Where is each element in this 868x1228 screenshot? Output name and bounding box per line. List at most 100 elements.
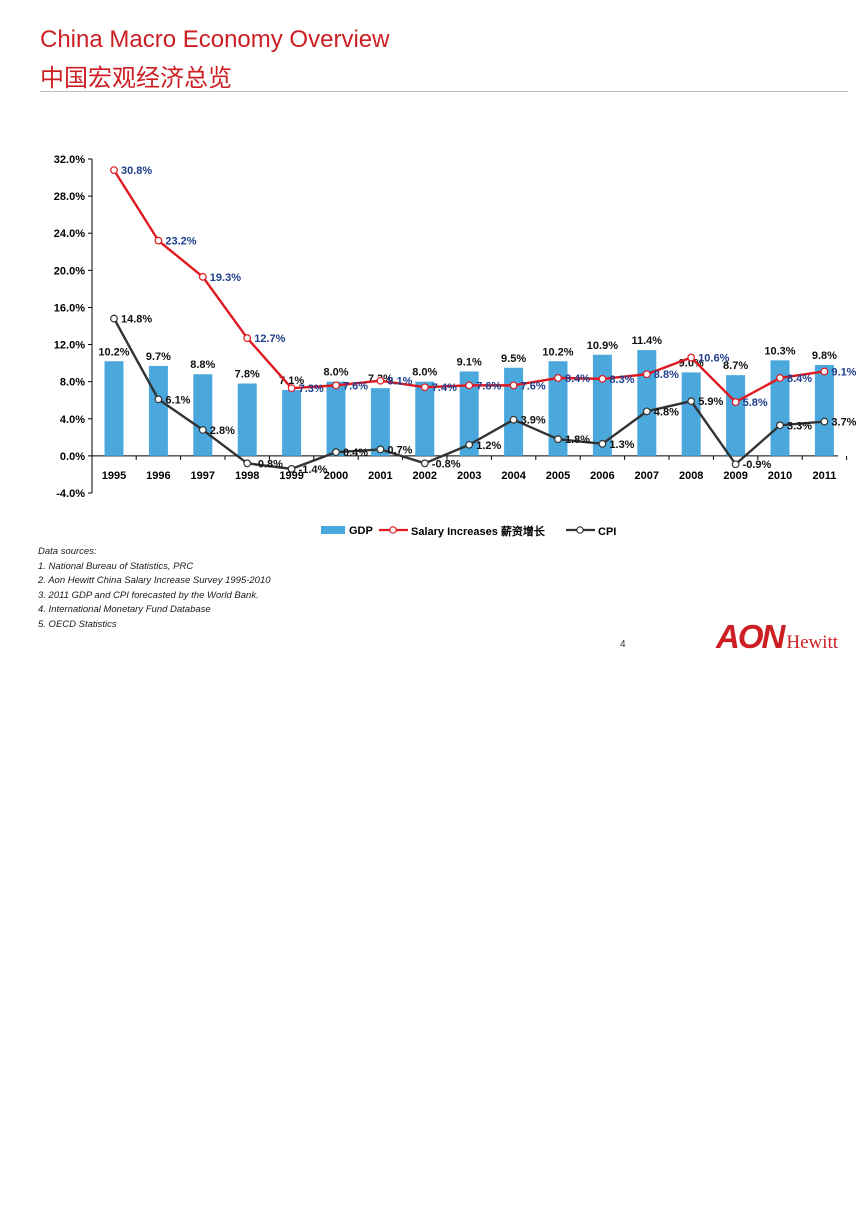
source-item: 5. OECD Statistics bbox=[38, 618, 117, 630]
salary-data-label: 8.3% bbox=[609, 374, 634, 386]
x-tick-label: 1998 bbox=[235, 470, 259, 482]
x-tick-label: 2007 bbox=[635, 470, 659, 482]
page-subtitle: 中国宏观经济总览 bbox=[40, 64, 232, 92]
cpi-data-label: -0.9% bbox=[743, 459, 772, 471]
cpi-point bbox=[465, 440, 474, 449]
gdp-bar bbox=[415, 381, 435, 456]
salary-point bbox=[687, 353, 696, 362]
page-number: 4 bbox=[620, 639, 626, 650]
x-tick-label: 1997 bbox=[191, 470, 215, 482]
gdp-bar bbox=[459, 371, 479, 456]
source-item: 3. 2011 GDP and CPI forecasted by the Wo… bbox=[38, 589, 259, 601]
cpi-point bbox=[420, 459, 429, 468]
salary-point bbox=[598, 374, 607, 383]
gdp-bar bbox=[282, 390, 302, 456]
salary-data-label: 7.6% bbox=[343, 380, 368, 392]
economy-chart: -4.0% 0.0% 4.0% 8.0% 12.0% 16.0% 20.0% 24.0% 28.… bbox=[54, 154, 857, 538]
gdp-bar bbox=[770, 360, 790, 456]
gdp-data-label: 9.5% bbox=[501, 353, 526, 365]
salary-point bbox=[820, 367, 829, 376]
gdp-data-label: 10.9% bbox=[587, 340, 618, 352]
gdp-data-label: 8.7% bbox=[723, 360, 748, 372]
gdp-bar bbox=[681, 372, 701, 456]
chart-legend: GDP Salary Increases 薪资增长 CPI bbox=[321, 524, 616, 538]
x-tick-label: 2000 bbox=[324, 470, 348, 482]
x-tick-label: 2006 bbox=[590, 470, 614, 482]
x-tick-label: 2001 bbox=[368, 470, 392, 482]
x-tick-label: 2011 bbox=[812, 470, 836, 482]
y-tick-label: 12.0% bbox=[54, 340, 85, 352]
logo-aon: AON bbox=[716, 618, 785, 655]
cpi-data-label: 3.7% bbox=[831, 417, 856, 429]
source-item: 1. National Bureau of Statistics, PRC bbox=[38, 560, 194, 572]
gdp-bar bbox=[592, 354, 612, 456]
x-tick-label: 1996 bbox=[146, 470, 170, 482]
aon-hewitt-logo: AON Hewitt bbox=[716, 618, 838, 656]
cpi-point bbox=[376, 445, 385, 454]
legend-marker-cpi bbox=[576, 526, 584, 534]
cpi-point bbox=[598, 439, 607, 448]
y-tick-label: 16.0% bbox=[54, 302, 85, 314]
salary-point bbox=[509, 381, 518, 390]
gdp-data-label: 8.0% bbox=[412, 367, 437, 379]
cpi-data-label: 4.8% bbox=[654, 406, 679, 418]
cpi-data-label: 14.8% bbox=[121, 314, 152, 326]
title-divider bbox=[40, 91, 848, 92]
salary-data-label: 8.4% bbox=[787, 373, 812, 385]
legend-swatch-gdp bbox=[321, 526, 345, 534]
y-tick-label: -4.0% bbox=[56, 488, 85, 500]
cpi-point bbox=[332, 448, 340, 457]
gdp-bar bbox=[193, 374, 213, 456]
salary-data-label: 19.3% bbox=[210, 272, 241, 284]
salary-point bbox=[332, 381, 340, 390]
salary-data-label: 7.3% bbox=[299, 383, 324, 395]
x-tick-label: 1995 bbox=[102, 470, 126, 482]
x-tick-label: 2003 bbox=[457, 470, 481, 482]
salary-data-label: 8.8% bbox=[654, 369, 679, 381]
gdp-bar bbox=[148, 365, 168, 456]
gdp-data-label: 10.3% bbox=[764, 345, 795, 357]
y-tick-label: 20.0% bbox=[54, 265, 85, 277]
gdp-bar bbox=[504, 367, 524, 456]
salary-point bbox=[287, 384, 296, 393]
cpi-data-label: 3.3% bbox=[787, 420, 812, 432]
cpi-point bbox=[154, 395, 163, 404]
gdp-data-label: 7.1% bbox=[279, 375, 304, 387]
gdp-data-label: 7.8% bbox=[235, 369, 260, 381]
salary-data-label: 10.6% bbox=[698, 353, 729, 365]
gdp-data-label: 8.8% bbox=[190, 359, 215, 371]
cpi-data-label: 2.8% bbox=[210, 425, 235, 437]
source-item: 4. International Monetary Fund Database bbox=[38, 604, 211, 616]
y-tick-label: 28.0% bbox=[54, 191, 85, 203]
x-tick-label: 2005 bbox=[546, 470, 570, 482]
x-tick-label: 2002 bbox=[413, 470, 437, 482]
salary-data-label: 7.4% bbox=[432, 382, 457, 394]
salary-point bbox=[731, 398, 740, 406]
cpi-point bbox=[509, 415, 518, 424]
salary-point bbox=[243, 334, 252, 342]
salary-point bbox=[376, 376, 385, 385]
cpi-data-label: -0.8% bbox=[432, 458, 461, 470]
salary-point bbox=[110, 166, 118, 175]
gdp-data-label: 8.0% bbox=[323, 367, 348, 379]
y-tick-label: 24.0% bbox=[54, 228, 85, 240]
cpi-data-label: -1.4% bbox=[299, 464, 328, 476]
cpi-point bbox=[110, 314, 118, 323]
logo-hewitt: Hewitt bbox=[786, 632, 839, 653]
gdp-bar bbox=[814, 364, 834, 456]
gdp-bar bbox=[548, 361, 568, 456]
salary-data-label: 7.6% bbox=[476, 380, 501, 392]
legend-marker-salary bbox=[389, 526, 397, 534]
x-tick-label: 2009 bbox=[723, 470, 747, 482]
gdp-data-label: 9.7% bbox=[146, 351, 171, 363]
salary-data-label: 8.4% bbox=[565, 373, 590, 385]
cpi-point bbox=[554, 435, 562, 444]
x-tick-label: 2008 bbox=[679, 470, 703, 482]
cpi-data-label: 0.7% bbox=[387, 444, 412, 456]
data-sources: Data sources: 1. National Bureau of Stat… bbox=[38, 545, 271, 633]
source-item: 2. Aon Hewitt China Salary Increase Surv… bbox=[38, 575, 271, 587]
legend-label-cpi: CPI bbox=[598, 526, 616, 538]
x-tick-label: 2010 bbox=[768, 470, 792, 482]
x-tick-label: 2004 bbox=[501, 470, 526, 482]
cpi-data-label: 5.9% bbox=[698, 396, 723, 408]
